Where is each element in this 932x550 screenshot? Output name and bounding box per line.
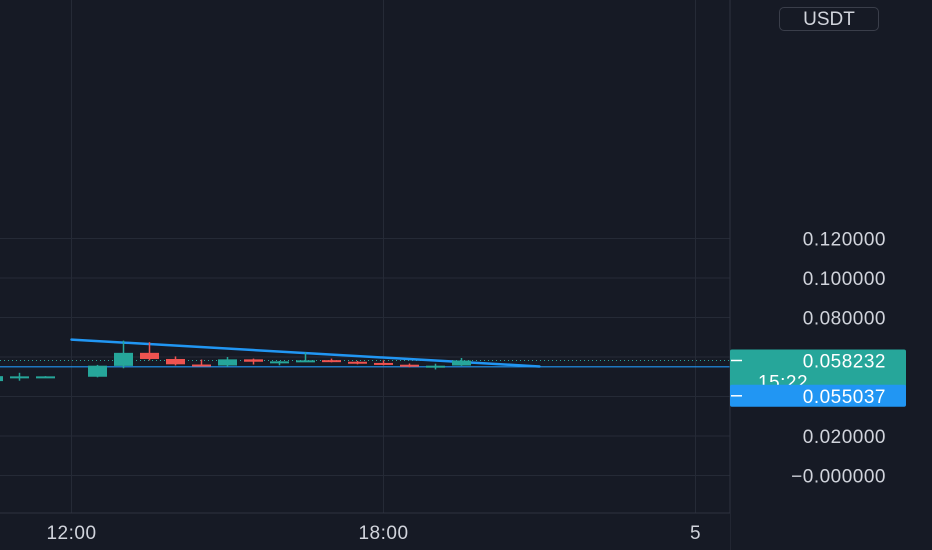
candle-body [140,352,159,359]
candle-body [244,359,263,362]
candle-body [88,365,107,377]
candle-up[interactable] [218,357,237,367]
time-tick-label: 18:00 [358,523,408,544]
candle-body [36,376,55,379]
currency-unit-badge[interactable]: USDT [779,7,879,31]
candle-body [166,358,185,365]
candle-down[interactable] [244,358,263,365]
candle-body [296,360,315,363]
candle-down[interactable] [192,359,211,367]
candle-down[interactable] [374,360,393,366]
candle-body [348,361,367,364]
candle-up[interactable] [114,340,133,369]
candle-body [0,376,3,382]
level-price-tag [730,384,906,407]
price-tick-label: 0.120000 [803,230,886,251]
candle-up[interactable] [0,375,3,382]
time-axis-panel[interactable] [0,513,730,550]
candle-body [10,376,29,379]
candle-body [322,360,341,363]
candle-up[interactable] [426,363,445,370]
candle-up[interactable] [36,376,55,379]
candle-up[interactable] [296,352,315,363]
level-price-label: 0.055037 [803,387,886,408]
candle-down[interactable] [348,360,367,365]
price-tick-label: 0.100000 [803,269,886,290]
time-tick-label: 5 [690,523,701,544]
grid [0,0,730,513]
candle-down[interactable] [140,342,159,361]
last-price-tag [730,349,906,394]
candle-up[interactable] [270,360,289,366]
candle-body [400,364,419,367]
price-axis-panel[interactable] [730,0,932,513]
candle-body [218,359,237,366]
candle-body [114,352,133,366]
candle-up[interactable] [88,364,107,378]
candle-down[interactable] [166,356,185,366]
candle-body [426,365,445,368]
price-tick-label: 0.020000 [803,427,886,448]
candle-body [452,360,471,366]
price-tick-label: 0.080000 [803,309,886,330]
price-tick-label: −0.000000 [791,467,886,488]
time-tick-label: 12:00 [46,523,96,544]
candle-down[interactable] [322,358,341,363]
time-axis-labels: 12:00 18:00 5 [46,523,701,544]
candle-body [374,362,393,365]
candle-body [192,364,211,367]
last-price-label: 0.058232 [803,351,886,372]
candle-body [270,361,289,364]
candle-down[interactable] [400,363,419,368]
candle-up[interactable] [452,357,471,366]
candles[interactable] [0,340,471,388]
candle-up[interactable] [10,372,29,381]
